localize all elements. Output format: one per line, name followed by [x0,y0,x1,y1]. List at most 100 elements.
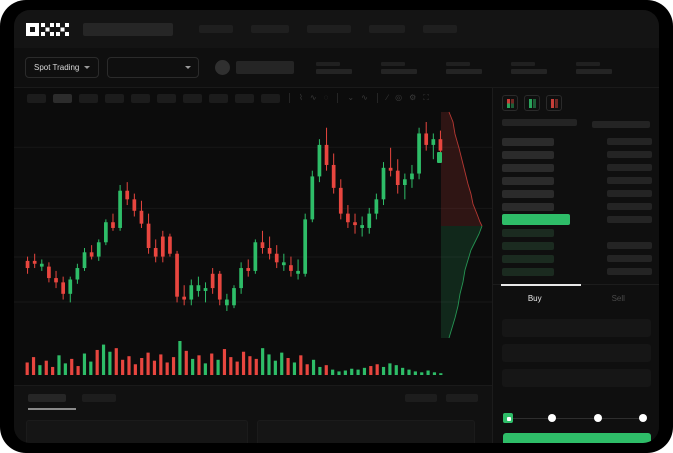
orderbook-row[interactable] [502,265,652,278]
timeframe-button-4[interactable] [131,93,150,103]
orderbook-row-amount [607,138,652,145]
submit-order-button[interactable] [503,433,651,443]
last-price-skeleton [236,61,295,74]
orderbook-row-price [502,241,554,250]
orderbook-mode-bar [510,98,514,108]
nav-item-1[interactable] [199,25,233,33]
orderbook-row[interactable] [502,213,652,226]
orderbook-trade-panel: Buy Sell [492,88,659,443]
orderbook-row[interactable] [502,252,652,265]
orderbook-row[interactable] [502,148,652,161]
timeframe-button-3[interactable] [105,93,124,103]
orderbook-mode-bids[interactable] [524,95,540,111]
orderbook-row[interactable] [502,161,652,174]
orderbook-row-price [502,189,554,198]
chevron-down-icon[interactable]: ⌄ [347,93,355,102]
search-input[interactable] [83,22,173,36]
logo-x-icon [56,22,69,36]
orderbook-view-modes [493,88,659,111]
nav-item-4[interactable] [369,25,405,33]
nav-item-5[interactable] [423,25,457,33]
order-form-fields [493,312,659,387]
active-tab-indicator [501,284,581,286]
stat-low-24h [511,61,548,74]
candlestick-icon[interactable]: ⌇ [299,93,303,102]
orderbook-row[interactable] [502,187,652,200]
okx-logo[interactable] [26,22,69,36]
tab-sell-label: Sell [611,294,625,303]
trading-pair-select[interactable] [107,57,200,78]
orderbook-row[interactable] [502,135,652,148]
amount-field[interactable] [502,369,651,387]
orderbook-price-header [502,119,577,126]
orderbook-mode-bar [528,98,532,108]
bottom-tool-2[interactable] [446,394,478,402]
candlestick-chart[interactable] [14,108,492,323]
line-chart-icon[interactable]: ∿ [309,93,317,102]
orderbook-row-amount [607,177,652,184]
timeframe-button-0[interactable] [27,93,46,103]
bottom-block-left [26,420,248,443]
stat-value [381,68,418,74]
nav-item-2[interactable] [251,25,289,33]
stat-label [316,61,341,66]
orderbook-mode-bar [554,98,558,108]
timeframe-button-5[interactable] [157,93,176,103]
stat-label [446,61,471,66]
orderbook-row[interactable] [502,239,652,252]
nav-item-3[interactable] [307,25,351,33]
chevron-down-icon [185,66,192,69]
tab-sell[interactable]: Sell [577,285,660,312]
tab-buy[interactable]: Buy [493,284,581,312]
timeframe-button-1[interactable] [53,93,72,103]
stat-label [576,61,601,66]
market-stats [316,61,613,74]
fullscreen-icon[interactable]: ⛶ [423,93,429,102]
orderbook-row-amount [607,268,652,275]
orderbook-row[interactable] [502,226,652,239]
orderbook-row[interactable] [502,174,652,187]
camera-icon[interactable]: ◎ [395,93,403,102]
depth-price-marker [437,152,442,163]
amount-percent-stepper[interactable] [503,411,651,425]
ask-depth-area [441,112,482,226]
orderbook-mode-asks[interactable] [546,95,562,111]
logo-o-icon [26,22,39,36]
orderbook-row-amount [607,190,652,197]
stat-volume-24h [576,61,613,74]
settings-icon[interactable]: ⚙ [409,93,417,102]
timeframe-button-2[interactable] [79,93,98,103]
market-type-dropdown[interactable]: Spot Trading [25,57,100,78]
stepper-node-3[interactable] [639,414,647,422]
orderbook-row-amount [607,255,652,262]
orderbook-row-price [502,267,554,276]
bid-depth-line [448,225,483,339]
orderbook-row-amount [607,164,652,171]
orderbook-row[interactable] [502,200,652,213]
indicator-icon[interactable]: ◌ [323,93,329,102]
stat-change-24h [381,61,418,74]
stepper-node-2[interactable] [593,414,602,422]
ruler-icon[interactable]: ∕ [386,93,389,102]
timeframe-button-8[interactable] [235,93,254,103]
tab-order-history[interactable] [82,394,116,402]
price-field[interactable] [502,344,651,362]
orderbook-row-price [502,228,554,237]
volume-histogram-svg [25,341,443,375]
timeframe-button-6[interactable] [183,93,202,103]
stat-value [316,68,353,74]
order-type-field[interactable] [502,319,651,337]
stepper-node-1[interactable] [548,414,557,422]
timeframe-button-9[interactable] [261,93,280,103]
stat-last-price [316,61,353,74]
timeframe-button-7[interactable] [209,93,228,103]
orders-tools [405,394,478,402]
stepper-node-0[interactable] [503,413,513,423]
tab-open-orders[interactable] [28,394,66,402]
bottom-tool-1[interactable] [405,394,437,402]
orderbook-row-amount [607,242,652,249]
stat-high-24h [446,61,483,74]
orderbook-mode-both[interactable] [502,95,518,111]
bottom-block-right [257,420,475,443]
wave-icon[interactable]: ∿ [361,93,368,102]
